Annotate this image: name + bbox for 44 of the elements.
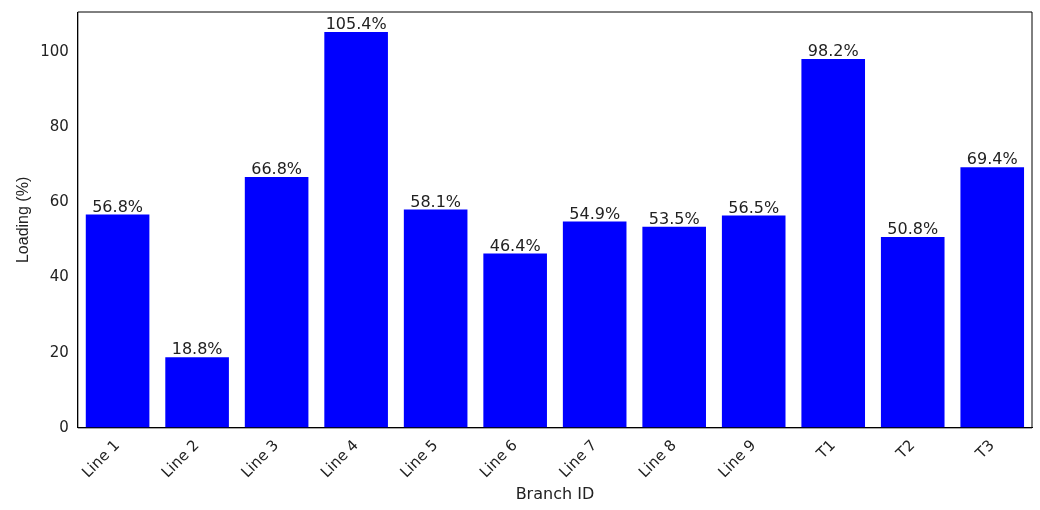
bar xyxy=(721,215,786,428)
data-label: 58.1% xyxy=(410,191,462,211)
bar xyxy=(85,214,150,428)
x-tick-label: Line 1 xyxy=(78,436,124,482)
bar xyxy=(960,167,1025,428)
x-tick-label: T2 xyxy=(891,436,919,463)
x-tick-label: Line 9 xyxy=(714,436,760,482)
data-label: 50.8% xyxy=(887,219,939,239)
bar xyxy=(483,253,547,428)
y-tick-label: 60 xyxy=(49,192,69,211)
y-axis-title: Loading (%) xyxy=(14,176,32,264)
x-tick-label: Line 6 xyxy=(475,436,521,482)
x-tick-label: Line 5 xyxy=(396,436,442,482)
x-tick-label: Line 3 xyxy=(237,436,283,482)
x-tick-label: T3 xyxy=(971,436,998,463)
data-label: 105.4% xyxy=(325,14,387,34)
data-label: 98.2% xyxy=(807,41,859,61)
bar xyxy=(562,221,627,428)
y-tick-label: 20 xyxy=(49,342,69,361)
data-label: 69.4% xyxy=(966,149,1018,169)
bar xyxy=(244,176,309,428)
x-tick-label: T1 xyxy=(812,436,839,463)
data-label: 54.9% xyxy=(569,203,621,223)
y-tick-label: 100 xyxy=(40,42,69,61)
bar xyxy=(801,58,866,428)
data-label: 56.5% xyxy=(728,197,780,217)
x-tick-label: Line 8 xyxy=(634,436,680,482)
y-tick-label: 0 xyxy=(59,417,69,436)
bar xyxy=(880,237,945,428)
y-tick-label: 80 xyxy=(49,117,69,136)
data-label: 66.8% xyxy=(251,159,303,179)
x-axis-title: Branch ID xyxy=(515,483,595,503)
bar xyxy=(324,31,388,428)
x-tick-label: Line 2 xyxy=(157,436,203,482)
data-label: 56.8% xyxy=(92,196,143,216)
bar xyxy=(403,209,468,428)
bar xyxy=(642,226,706,428)
y-tick-label: 40 xyxy=(49,267,69,286)
bar xyxy=(165,357,229,428)
x-tick-label: Line 4 xyxy=(316,436,362,482)
data-label: 46.4% xyxy=(489,235,541,255)
data-label: 18.8% xyxy=(171,339,223,359)
data-label: 53.5% xyxy=(648,209,700,229)
x-tick-label: Line 7 xyxy=(555,436,601,482)
